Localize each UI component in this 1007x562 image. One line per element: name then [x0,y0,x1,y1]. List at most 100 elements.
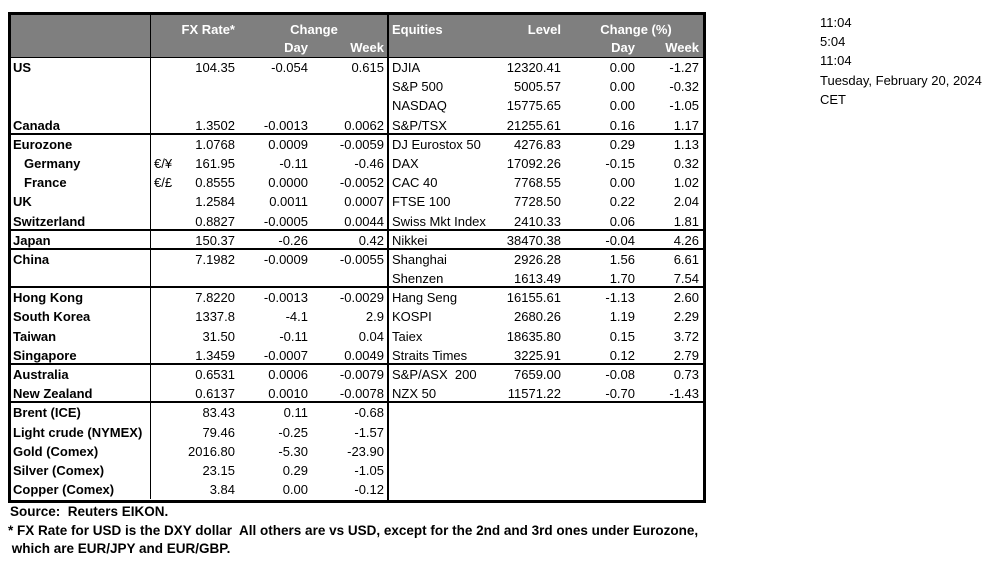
fx-week-change [311,77,387,96]
table-vertical-divider [387,15,389,500]
fx-rate-cell: 1.2584 [151,192,241,211]
fx-table-row: Germany €/¥ 161.95 -0.11 -0.46 [11,153,387,174]
fx-rate-cell: 0.6531 [151,365,241,384]
fx-rate-value: 7.1982 [195,251,235,267]
fx-rate-value: 150.37 [195,232,235,248]
equity-name-cell: Shanghai [392,251,447,267]
equity-day-change: -0.70 [605,386,635,402]
equity-level-value: 5005.57 [514,79,561,95]
equity-level-value [493,423,569,442]
clock-timezone: CET [820,91,846,107]
equity-week-change [639,403,703,422]
clock-time-2: 5:04 [820,34,846,50]
fx-table-row: China 7.1982 -0.0009 -0.0055 [11,249,387,270]
equity-week-change [639,423,703,442]
fx-day-change: -0.0005 [263,213,308,229]
equities-table-row: Straits Times 3225.91 0.12 2.79 [389,346,703,365]
equity-day-change: -0.04 [605,232,635,248]
fx-day-change: 0.0010 [268,386,308,402]
fx-name-cell: Singapore [11,345,151,363]
fx-rate-cell: 3.84 [151,480,241,499]
fx-name-cell: Japan [11,230,151,248]
fx-day-change: -0.0009 [263,251,308,267]
fx-name-cell [11,96,151,116]
fx-rate-cell: 2016.80 [151,442,241,461]
equity-name-cell [389,461,493,480]
equity-name-cell: Taiex [392,328,423,344]
equity-week-change: -0.32 [669,79,699,95]
equity-name-cell: Hang Seng [392,290,458,306]
equity-week-change: 2.04 [673,194,699,210]
fx-week-change: -1.57 [354,424,384,440]
fx-rate-column-header: FX Rate* [181,22,235,37]
fx-rate-value: 31.50 [202,328,235,344]
fx-week-change: 0.0049 [344,347,384,363]
equity-day-change: 0.12 [609,347,635,363]
equity-day-change: -0.08 [605,367,635,382]
equity-day-change: 1.19 [609,309,635,325]
equities-table-row: DJ Eurostox 50 4276.83 0.29 1.13 [389,135,703,154]
equity-day-change: 0.00 [609,60,635,75]
fx-rate-value: 1.2584 [195,194,235,210]
fx-name-cell: Gold (Comex) [11,441,151,461]
fx-rate-cell: 7.1982 [151,250,241,269]
fx-day-change: -5.30 [278,443,308,459]
equities-table-row [389,423,703,442]
fx-table-body: US 104.35 -0.054 0.615 Canada 1.3502 -0.0013 0.… [11,58,387,500]
fx-name-cell: Hong Kong [11,288,151,308]
fx-name-cell: China [11,249,151,270]
fx-header-row-1: FX Rate* Change [11,15,387,45]
fx-week-change: 0.615 [351,60,384,75]
equity-week-change: 0.32 [673,155,699,171]
fx-rate-value: 3.84 [209,482,235,498]
equity-level-value: 12320.41 [506,60,561,75]
equities-table: Equities Level Change (%) Day Week DJIA 1… [389,15,703,500]
fx-name-cell: Canada [11,115,151,133]
fx-name-cell: Australia [11,365,151,385]
fx-day-change: 0.11 [283,405,308,421]
fx-rate-value: 1.3502 [195,117,235,133]
fx-day-change: -0.11 [279,328,308,344]
fx-table-header: FX Rate* Change Day Week [11,15,387,58]
fx-week-change: -0.46 [354,155,384,171]
equities-week-column-header: Week [665,40,699,55]
equities-change-group-header: Change (%) [600,22,672,37]
fx-week-change: -0.0055 [339,251,384,267]
fx-table-row: Australia 0.6531 0.0006 -0.0079 [11,365,387,385]
fx-rate-value: 7.8220 [195,290,235,306]
fx-day-change: -0.054 [271,60,308,75]
fx-rate-value: 2016.80 [188,443,235,459]
equity-day-change [569,403,639,422]
equity-name-cell: S&P/TSX [392,117,447,133]
equity-week-change: 0.73 [673,367,699,382]
equities-table-row: Shanghai 2926.28 1.56 6.61 [389,250,703,269]
fx-rate-value: 0.8555 [195,175,235,191]
equity-day-change: 0.16 [609,117,635,133]
equities-table-row [389,403,703,422]
equity-name-cell: NASDAQ [392,98,447,114]
equities-table-header: Equities Level Change (%) Day Week [389,15,703,58]
fx-rate-cell: 0.6137 [151,384,241,401]
fx-week-change: 0.04 [358,328,384,344]
equity-week-change: 1.02 [673,175,699,191]
fx-week-change: -0.0059 [339,136,384,152]
fx-table-row [11,96,387,116]
equity-day-change: 1.70 [609,271,635,287]
fx-table-row: Silver (Comex) 23.15 0.29 -1.05 [11,460,387,481]
fx-name-cell: Switzerland [11,211,151,229]
fx-table-row: Hong Kong 7.8220 -0.0013 -0.0029 [11,288,387,308]
fx-corner-cell-2 [11,39,151,57]
equity-level-value [493,461,569,480]
equity-name-cell: S&P/ASX 200 [392,367,477,382]
equity-name-cell: DAX [392,155,419,171]
equity-day-change: 0.06 [609,213,635,229]
equity-week-change: 1.81 [673,213,699,229]
footnote-line-1: * FX Rate for USD is the DXY dollar All … [8,522,699,538]
equity-name-cell: Nikkei [392,232,428,248]
fx-day-column-header: Day [284,40,308,55]
equity-week-change [639,461,703,480]
equity-week-change: 6.61 [673,251,699,267]
equities-header-spacer-1 [389,39,493,57]
fx-week-change: 0.42 [358,232,384,248]
fx-table-row: New Zealand 0.6137 0.0010 -0.0078 [11,384,387,404]
